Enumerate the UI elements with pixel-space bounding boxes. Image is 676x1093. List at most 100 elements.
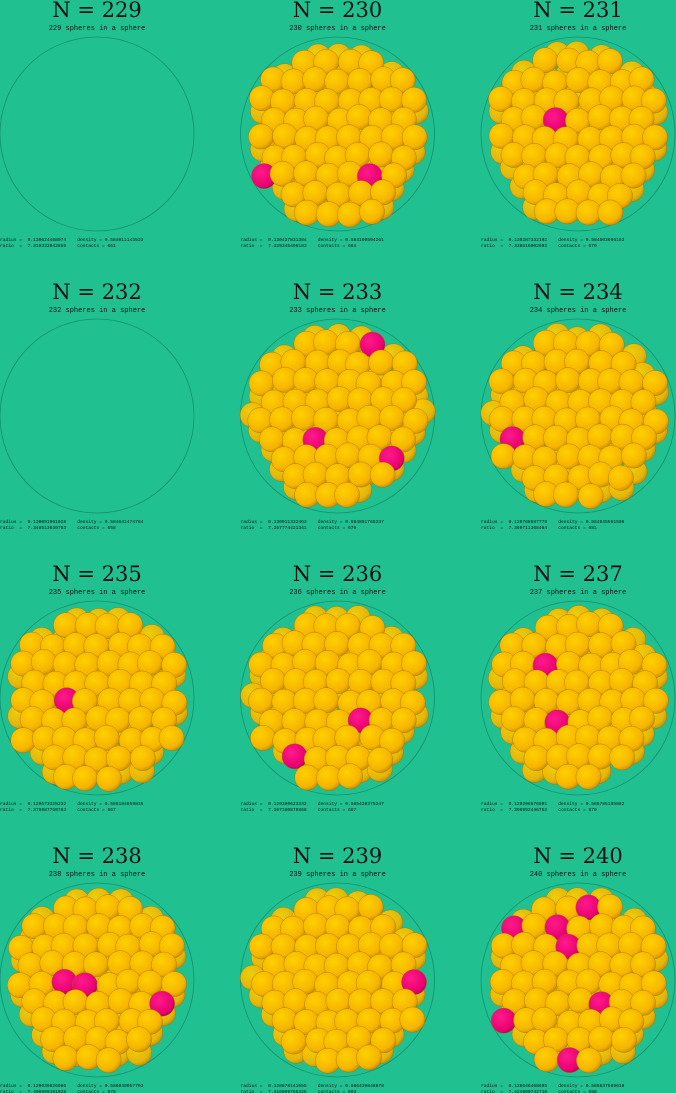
container-sphere [480, 882, 676, 1078]
panel: N = 235 235 spheres in a sphere radius = 0… [0, 562, 195, 813]
panel-title: N = 237 [533, 562, 622, 586]
stats-line: radius = 0.130437831384 density = 0.5841… [241, 237, 385, 243]
panel-subtitle: 232 spheres in a sphere [49, 307, 146, 315]
sphere [555, 367, 581, 393]
sphere [490, 443, 517, 469]
panel-title: N = 236 [293, 562, 382, 586]
sphere [368, 141, 394, 168]
sphere [129, 745, 156, 771]
panel: N = 240 240 spheres in a sphere radius = 0… [480, 844, 676, 1093]
sphere [370, 179, 396, 206]
sphere [620, 162, 647, 189]
panel-title: N = 239 [293, 844, 382, 868]
stats-line: ratio = 7.369711368464 contacts = 681 [481, 525, 597, 531]
sphere [126, 1026, 152, 1053]
panel-title: N = 232 [52, 280, 141, 304]
sphere [391, 387, 417, 413]
sphere [280, 1028, 307, 1055]
container-sphere [240, 600, 435, 796]
sphere [379, 728, 405, 754]
sphere [611, 1027, 637, 1053]
stats-line: radius = 0.129573325232 density = 0.5851… [0, 801, 144, 807]
panel-subtitle: 233 spheres in a sphere [289, 307, 386, 315]
sphere-highlight [281, 743, 308, 770]
stats-line: ratio = 7.406999181028 contacts = 676 [0, 1089, 116, 1093]
stats-line: ratio = 7.376087750763 contacts = 667 [0, 807, 116, 813]
sphere [597, 48, 623, 75]
sphere [642, 124, 668, 151]
panel-title: N = 238 [52, 844, 141, 868]
panel-subtitle: 230 spheres in a sphere [289, 25, 386, 33]
panel: N = 239 239 spheres in a sphere radius = 0… [240, 844, 435, 1093]
container-sphere [240, 36, 435, 232]
stats-line: radius = 0.128646468695 density = 0.5858… [481, 1083, 625, 1089]
sphere [161, 971, 187, 997]
panel-subtitle: 240 spheres in a sphere [530, 871, 627, 879]
sphere [95, 1047, 122, 1074]
sphere [356, 1044, 382, 1071]
container-sphere [0, 600, 195, 796]
container-sphere [480, 600, 676, 796]
container-sphere [0, 318, 195, 514]
sphere-highlight [490, 1007, 517, 1034]
panel-subtitle: 239 spheres in a sphere [289, 871, 386, 879]
stats-line: radius = 0.128878141555 density = 0.5864… [241, 1083, 385, 1089]
stats-line: ratio = 7.329345496183 contacts = 664 [241, 243, 357, 249]
panel-subtitle: 234 spheres in a sphere [530, 307, 627, 315]
sphere [642, 370, 668, 396]
stats-line: ratio = 7.319332942859 contacts = 661 [0, 243, 116, 249]
sphere [359, 198, 385, 225]
sphere [390, 426, 416, 453]
panel-subtitle: 231 spheres in a sphere [530, 25, 627, 33]
sphere [399, 1006, 426, 1033]
panel-subtitle: 235 spheres in a sphere [49, 589, 146, 597]
sphere [629, 705, 655, 732]
stats-line: radius = 0.130011332463 density = 0.5848… [241, 519, 385, 525]
sphere [640, 87, 667, 114]
panel-subtitle: 236 spheres in a sphere [289, 589, 386, 597]
sphere [390, 707, 417, 734]
panel-title: N = 233 [293, 280, 382, 304]
container-sphere [0, 36, 195, 232]
panel: N = 238 238 spheres in a sphere radius = 0… [0, 844, 195, 1093]
sphere [607, 465, 634, 491]
panel-title: N = 229 [52, 0, 141, 22]
sphere [336, 201, 363, 228]
stats-line: radius = 0.129208576801 density = 0.5857… [481, 801, 625, 807]
panel: N = 230 230 spheres in a sphere radius = 0… [240, 0, 435, 249]
sphere [291, 404, 317, 431]
stats-line: ratio = 7.348513630763 contacts = 658 [0, 525, 116, 531]
sphere [369, 461, 396, 488]
stats-line: radius = 0.130624488974 density = 0.5840… [0, 237, 144, 243]
panel-title: N = 240 [533, 844, 622, 868]
sphere [577, 483, 604, 510]
stats-line: ratio = 7.357774421341 contacts = 676 [241, 525, 357, 531]
panel-subtitle: 229 spheres in a sphere [49, 25, 146, 33]
sphere [334, 482, 360, 508]
panel-title: N = 230 [293, 0, 382, 22]
sphere [72, 765, 98, 791]
panel-subtitle: 237 spheres in a sphere [530, 589, 627, 597]
panel: N = 234 234 spheres in a sphere radius = 0… [480, 280, 676, 531]
sphere [588, 1026, 614, 1052]
panel: N = 236 236 spheres in a sphere radius = 0… [240, 562, 435, 813]
sphere [533, 1046, 560, 1072]
stats-line: radius = 0.129380623232 density = 0.5854… [241, 801, 385, 807]
panel: N = 229 229 spheres in a sphere radius = 0… [0, 0, 195, 249]
panel: N = 231 231 spheres in a sphere radius = 0… [480, 0, 676, 249]
sphere [523, 745, 550, 771]
stats-line: radius = 0.129768587778 density = 0.5849… [481, 519, 625, 525]
panel: N = 233 233 spheres in a sphere radius = 0… [239, 280, 436, 531]
panel: N = 237 237 spheres in a sphere radius = 0… [480, 562, 676, 813]
sphere [401, 124, 428, 151]
stats-line: radius = 0.130091961028 density = 0.5846… [0, 519, 144, 525]
sphere [248, 123, 274, 150]
sphere [597, 199, 624, 226]
sphere [294, 199, 320, 226]
sphere [357, 894, 384, 920]
stats-line: ratio = 7.424900742710 contacts = 688 [481, 1089, 597, 1093]
panel: N = 232 232 spheres in a sphere radius = 0… [0, 280, 195, 531]
sphere [609, 744, 635, 771]
sphere [367, 747, 393, 773]
sphere [630, 389, 657, 415]
